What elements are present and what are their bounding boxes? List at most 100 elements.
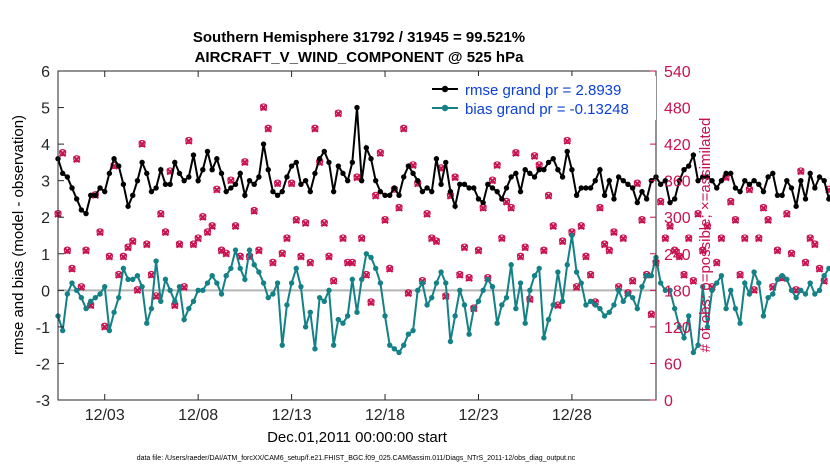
rmse-point bbox=[214, 156, 220, 162]
bias-point bbox=[499, 302, 505, 308]
bias-point bbox=[419, 280, 426, 286]
obs-assimilated-marker bbox=[376, 149, 385, 157]
obs-possible-marker bbox=[161, 228, 170, 236]
obs-assimilated-marker bbox=[745, 186, 754, 194]
obs-possible-marker bbox=[325, 252, 333, 260]
obs-possible-marker bbox=[334, 109, 342, 117]
obs-assimilated-stroke bbox=[549, 222, 557, 231]
rmse-point bbox=[583, 185, 589, 191]
rmse-point bbox=[793, 203, 799, 209]
obs-assimilated-marker bbox=[157, 210, 165, 218]
obs-assimilated-stroke bbox=[675, 253, 684, 261]
bias-point bbox=[643, 273, 650, 279]
rmse-point bbox=[195, 177, 201, 184]
obs-possible-marker bbox=[311, 124, 319, 132]
obs-assimilated-marker bbox=[143, 240, 151, 249]
obs-possible-marker bbox=[376, 149, 384, 157]
rmse-point bbox=[218, 170, 225, 177]
obs-assimilated-stroke bbox=[72, 155, 81, 164]
obs-assimilated-stroke bbox=[185, 137, 193, 145]
rmse-point bbox=[503, 185, 510, 191]
bias-point bbox=[92, 294, 99, 301]
obs-assimilated-stroke bbox=[731, 216, 740, 224]
obs-assimilated-stroke bbox=[175, 240, 184, 249]
bias-point bbox=[125, 276, 131, 283]
obs-assimilated-marker bbox=[320, 219, 329, 228]
obs-assimilated-stroke bbox=[722, 173, 730, 182]
obs-assimilated-marker bbox=[371, 192, 380, 200]
x-tick-label: 12/28 bbox=[552, 407, 592, 424]
obs-possible-marker bbox=[404, 289, 412, 297]
obs-assimilated-marker bbox=[96, 228, 104, 237]
obs-assimilated-marker bbox=[72, 155, 81, 164]
rmse-point bbox=[704, 174, 711, 180]
bias-point bbox=[358, 276, 365, 283]
obs-assimilated-marker bbox=[171, 301, 179, 310]
obs-assimilated-stroke bbox=[367, 298, 375, 307]
rmse-point bbox=[354, 104, 360, 111]
obs-possible-marker bbox=[143, 240, 151, 248]
x-tick-label: 12/08 bbox=[178, 407, 218, 424]
bias-point bbox=[354, 309, 360, 315]
rmse-point bbox=[69, 185, 75, 191]
obs-assimilated-stroke bbox=[773, 247, 782, 255]
obs-assimilated-stroke bbox=[362, 271, 371, 279]
obs-possible-marker bbox=[227, 176, 235, 184]
obs-assimilated-stroke bbox=[395, 204, 403, 212]
bias-point bbox=[372, 265, 379, 272]
rmse-point bbox=[480, 199, 486, 206]
obs-assimilated-marker bbox=[269, 259, 277, 267]
bias-point bbox=[396, 349, 402, 356]
bias-point bbox=[742, 280, 748, 286]
obs-assimilated-marker bbox=[493, 161, 501, 170]
chart-subtitle: AIRCRAFT_V_WIND_COMPONENT @ 525 hPa bbox=[195, 49, 525, 66]
bias-point bbox=[391, 346, 398, 352]
rmse-point bbox=[387, 192, 393, 198]
bias-point bbox=[728, 287, 734, 294]
obs-assimilated-stroke bbox=[423, 210, 431, 218]
obs-possible-marker bbox=[465, 273, 473, 282]
obs-assimilated-stroke bbox=[143, 240, 151, 249]
obs-assimilated-marker bbox=[801, 259, 810, 267]
rmse-point bbox=[569, 167, 575, 173]
obs-possible-marker bbox=[797, 167, 805, 175]
bias-point bbox=[690, 349, 697, 356]
obs-possible-marker bbox=[572, 283, 581, 291]
obs-possible-marker bbox=[657, 197, 665, 205]
bias-point bbox=[162, 276, 169, 283]
obs-possible-marker bbox=[189, 240, 198, 248]
bias-point bbox=[461, 302, 468, 308]
rmse-point bbox=[372, 177, 379, 184]
obs-assimilated-stroke bbox=[306, 259, 314, 267]
obs-assimilated-marker bbox=[713, 259, 721, 267]
obs-assimilated-marker bbox=[82, 247, 90, 255]
obs-possible-marker bbox=[493, 161, 501, 169]
obs-possible-marker bbox=[213, 185, 221, 193]
bias-point bbox=[592, 302, 598, 308]
obs-assimilated-stroke bbox=[292, 216, 300, 224]
obs-assimilated-stroke bbox=[736, 271, 744, 279]
obs-assimilated-marker bbox=[558, 237, 567, 246]
obs-possible-marker bbox=[185, 136, 193, 145]
rmse-point bbox=[461, 181, 468, 188]
rmse-point bbox=[676, 177, 683, 184]
rmse-point bbox=[158, 167, 164, 173]
x-axis-label: Dec.01,2011 00:00:00 start bbox=[267, 429, 448, 446]
obs-assimilated-marker bbox=[666, 222, 674, 231]
rmse-point bbox=[88, 192, 94, 198]
obs-assimilated-stroke bbox=[516, 253, 525, 261]
obs-possible-marker bbox=[815, 264, 824, 272]
x-tick-label: 12/23 bbox=[458, 407, 498, 424]
bias-point bbox=[746, 291, 753, 297]
bias-point bbox=[723, 305, 729, 312]
obs-assimilated-marker bbox=[63, 247, 72, 255]
rmse-point bbox=[821, 177, 827, 184]
obs-assimilated-stroke bbox=[479, 204, 487, 212]
obs-assimilated-stroke bbox=[582, 253, 590, 261]
obs-assimilated-marker bbox=[311, 125, 319, 133]
bias-point bbox=[718, 273, 725, 279]
rmse-point bbox=[770, 170, 776, 177]
rmse-point bbox=[78, 207, 85, 213]
obs-assimilated-marker bbox=[194, 234, 202, 243]
